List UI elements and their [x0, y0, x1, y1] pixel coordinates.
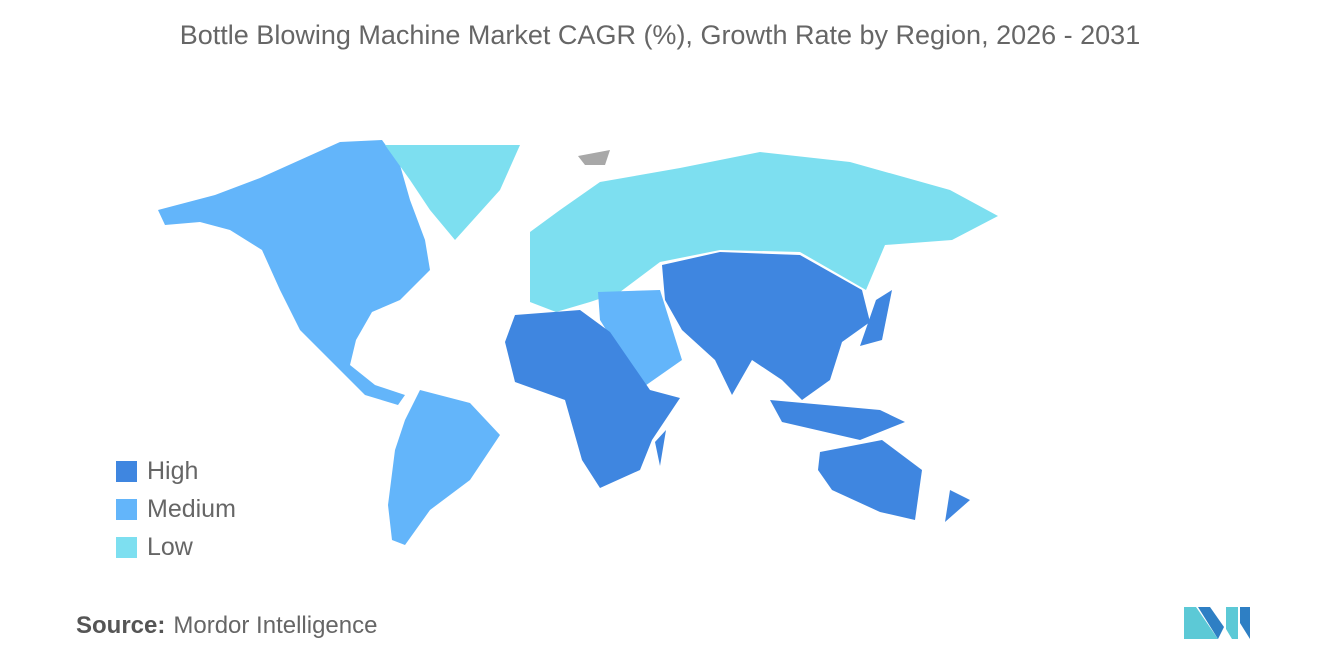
- region-africa[interactable]: [505, 310, 680, 488]
- source-label: Source:: [76, 612, 166, 639]
- legend-label: Medium: [147, 494, 236, 523]
- legend-swatch: [116, 536, 137, 558]
- source-value: Mordor Intelligence: [173, 612, 378, 639]
- region-south-america[interactable]: [388, 390, 500, 545]
- legend-item-low: Low: [116, 528, 236, 566]
- legend-swatch: [116, 460, 137, 482]
- source: Source: Mordor Intelligence: [76, 612, 377, 640]
- region-middle-east[interactable]: [598, 290, 682, 388]
- region-new-zealand[interactable]: [945, 490, 970, 522]
- legend-item-high: High: [116, 452, 236, 490]
- legend-swatch: [116, 498, 137, 520]
- legend-item-medium: Medium: [116, 490, 236, 528]
- region-asia[interactable]: [662, 252, 870, 400]
- region-svalbard-nodata: [578, 150, 610, 165]
- legend-label: Low: [147, 532, 193, 561]
- region-greenland[interactable]: [385, 145, 520, 240]
- legend-label: High: [147, 456, 199, 485]
- mordor-logo-icon: [1184, 607, 1250, 639]
- region-north-america[interactable]: [158, 140, 430, 405]
- legend: High Medium Low: [116, 452, 236, 566]
- chart-title: Bottle Blowing Machine Market CAGR (%), …: [179, 20, 1141, 50]
- region-europe-russia[interactable]: [530, 152, 998, 312]
- region-madagascar[interactable]: [655, 430, 666, 466]
- region-australia[interactable]: [818, 440, 922, 520]
- region-indonesia[interactable]: [770, 400, 905, 440]
- region-japan[interactable]: [860, 290, 892, 346]
